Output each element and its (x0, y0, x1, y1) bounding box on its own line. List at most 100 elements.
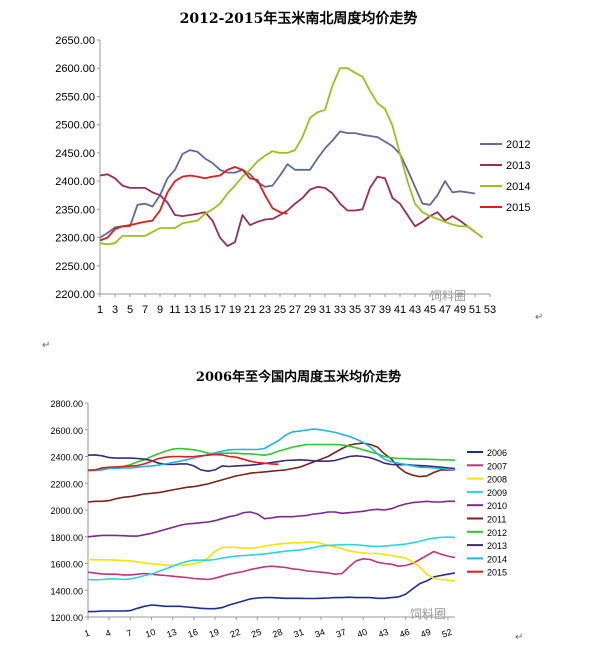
x-tick-label: 37 (364, 304, 376, 316)
y-tick-label: 1600.00 (50, 560, 83, 570)
series-line-2014 (99, 67, 484, 246)
chart1: 2650.00 2600.00 2550.00 2500.00 2450.00 2400.… (55, 35, 530, 316)
x-tick-label: 10 (144, 627, 157, 640)
x-tick-label: 1 (97, 304, 103, 316)
series-line-2013 (99, 173, 476, 247)
legend-label-2014: 2014 (506, 181, 530, 193)
legend-label-2012: 2012 (487, 528, 507, 538)
legend-label-2010: 2010 (487, 501, 507, 511)
x-tick-label: 51 (469, 304, 481, 316)
series-line-2012 (99, 130, 476, 239)
y-tick-label: 2500.00 (55, 120, 95, 132)
series-line-2013 (87, 454, 456, 473)
x-tick-label: 7 (142, 304, 148, 316)
legend-label-2006: 2006 (487, 448, 507, 458)
y-tick-label: 1800.00 (50, 533, 83, 543)
x-tick-label: 37 (335, 627, 348, 640)
x-tick-label: 5 (127, 304, 133, 316)
legend-label-2014: 2014 (487, 554, 507, 564)
series-line-2009 (87, 536, 456, 581)
x-tick-label: 33 (334, 304, 346, 316)
x-tick-label: 19 (229, 304, 241, 316)
paragraph-mark-icon: ↵ (535, 312, 543, 323)
x-tick-label: 23 (259, 304, 271, 316)
x-tick-label: 13 (165, 627, 178, 640)
x-tick-label: 21 (244, 304, 256, 316)
x-tick-label: 31 (292, 627, 305, 640)
legend-label-2012: 2012 (506, 139, 530, 151)
y-tick-label: 2400.00 (50, 453, 83, 463)
x-tick-label: 35 (349, 304, 361, 316)
chart1-title: 2012-2015年玉米南北周度均价走势 (179, 11, 418, 27)
y-tick-label: 2600.00 (55, 63, 95, 75)
x-tick-label: 45 (424, 304, 436, 316)
legend-label-2009: 2009 (487, 488, 507, 498)
series-line-2014 (88, 428, 456, 472)
x-tick-label: 3 (112, 304, 118, 316)
x-tick-label: 4 (104, 628, 112, 639)
legend-label-2013: 2013 (506, 160, 530, 172)
x-tick-label: 34 (313, 627, 326, 640)
x-tick-label: 28 (271, 627, 284, 640)
x-tick-label: 41 (394, 304, 406, 316)
x-tick-label: 9 (157, 304, 163, 316)
chart2: 2800.00 2600.00 2400.00 2200.00 2000.00 1800.… (50, 399, 507, 640)
x-tick-label: 16 (186, 627, 199, 640)
series-line-2010 (87, 500, 455, 538)
legend-label-2015: 2015 (487, 568, 507, 578)
y-tick-label: 2800.00 (50, 399, 83, 409)
legend-label-2013: 2013 (487, 541, 507, 551)
x-tick-label: 25 (250, 627, 263, 640)
x-tick-label: 22 (229, 627, 242, 640)
series-line-2006 (88, 572, 456, 613)
y-tick-label: 2450.00 (55, 148, 95, 160)
x-tick-label: 49 (454, 304, 466, 316)
x-tick-label: 11 (169, 304, 180, 316)
paragraph-mark-icon: ↵ (515, 632, 523, 643)
x-tick-label: 1 (83, 628, 91, 639)
series-line-2011 (87, 442, 455, 503)
y-tick-label: 2200.00 (55, 289, 95, 301)
x-tick-label: 13 (184, 304, 196, 316)
y-tick-label: 2250.00 (55, 261, 95, 273)
y-tick-label: 2200.00 (50, 479, 83, 489)
y-tick-label: 2300.00 (55, 233, 95, 245)
x-tick-label: 40 (356, 627, 369, 640)
x-tick-label: 52 (441, 627, 454, 640)
x-tick-label: 31 (319, 304, 331, 316)
x-tick-label: 43 (377, 627, 390, 640)
series-line-2012 (88, 443, 456, 471)
x-tick-label: 15 (199, 304, 211, 316)
y-tick-label: 2000.00 (50, 506, 83, 516)
legend-label-2011: 2011 (487, 515, 506, 525)
x-tick-label: 29 (304, 304, 316, 316)
x-tick-label: 27 (289, 304, 301, 316)
x-tick-label: 47 (439, 304, 451, 316)
y-tick-label: 1400.00 (50, 586, 83, 596)
x-tick-label: 39 (379, 304, 391, 316)
series-line-2015 (87, 453, 279, 472)
y-tick-label: 1200.00 (50, 613, 83, 623)
series-line-2008 (87, 541, 456, 582)
legend-label-2015: 2015 (506, 202, 530, 214)
x-tick-label: 17 (214, 304, 226, 316)
watermark: 饲料圈 (410, 607, 446, 621)
legend-label-2007: 2007 (487, 461, 507, 471)
x-tick-label: 46 (398, 627, 411, 640)
chart2-title: 2006年至今国内周度玉米均价走势 (195, 370, 402, 385)
series-line-2015 (99, 166, 288, 242)
paragraph-mark-icon: ↵ (42, 340, 50, 351)
x-tick-label: 43 (409, 304, 421, 316)
y-tick-label: 2550.00 (55, 91, 95, 103)
watermark: 饲料圈 (430, 289, 466, 303)
x-tick-label: 53 (484, 304, 496, 316)
y-tick-label: 2650.00 (55, 35, 95, 47)
y-tick-label: 2400.00 (55, 176, 95, 188)
y-tick-label: 2600.00 (50, 426, 83, 436)
x-tick-label: 19 (208, 627, 221, 640)
y-tick-label: 2350.00 (55, 204, 95, 216)
legend-label-2008: 2008 (487, 475, 507, 485)
x-tick-label: 7 (125, 628, 133, 639)
x-tick-label: 49 (419, 627, 432, 640)
